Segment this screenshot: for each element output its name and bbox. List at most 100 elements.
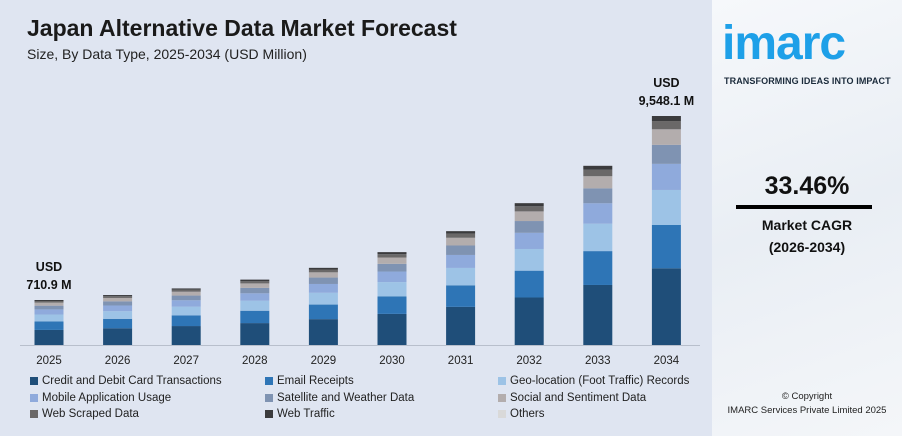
bar-segment-2025-5 [34,302,64,306]
x-tick-label: 2033 [585,355,611,367]
bar-segment-2026-5 [103,297,133,302]
bar-segment-2033-0 [583,284,613,345]
bar-segment-2026-6 [103,296,133,298]
bar-segment-2034-2 [651,189,681,226]
bar-segment-2031-5 [446,237,476,246]
bar-chart: 2025 2026 2027 2028 2029 2030 2031 2032 2033 2034… [20,76,700,367]
bar-segment-2032-1 [514,270,544,298]
bar-segment-2031-4 [446,245,476,255]
bar-segment-2025-6 [34,300,64,303]
bar-segment-2029-1 [308,304,338,320]
copyright-company: IMARC Services Private Limited 2025 [727,405,887,416]
bar-segment-2033-3 [583,203,613,224]
bar-segment-2029-0 [308,319,338,345]
legend-label: Credit and Debit Card Transactions [42,375,222,387]
chart-subtitle: Size, By Data Type, 2025-2034 (USD Milli… [27,46,307,62]
x-tick-label: 2032 [516,355,542,367]
legend-swatch [30,377,38,385]
bar-segment-2029-6 [308,269,338,273]
bar-segment-2034-7 [651,116,681,122]
divider [736,205,872,209]
copyright: © Copyright [781,391,833,402]
bar-segment-2031-2 [446,267,476,286]
bar-segment-2026-3 [103,305,133,312]
bar-segment-2026-4 [103,301,133,306]
info-panel: imarc TRANSFORMING IDEAS INTO IMPACT 33.… [712,0,902,436]
bar-segment-2026-1 [103,318,133,329]
legend-item: Credit and Debit Card Transactions [30,375,222,387]
bar-segment-2030-0 [377,313,407,345]
bar-segment-2030-4 [377,263,407,272]
bar-segment-2032-6 [514,206,544,212]
legend-swatch [498,410,506,418]
legend-label: Web Scraped Data [42,408,139,420]
legend-item: Mobile Application Usage [30,392,171,404]
tagline: TRANSFORMING IDEAS INTO IMPACT [724,76,891,86]
bar-segment-2032-0 [514,297,544,345]
bar-segment-2026-7 [103,295,133,297]
legend-item: Geo-location (Foot Traffic) Records [498,375,689,387]
cagr-period: (2026-2034) [768,239,846,255]
bar-segment-2033-2 [583,223,613,252]
legend-swatch [265,377,273,385]
bar-segment-2028-7 [240,279,270,282]
legend-item: Web Scraped Data [30,408,139,420]
cagr-label: Market CAGR [761,217,853,233]
bar-segment-2030-2 [377,282,407,297]
bar-segment-2033-6 [583,169,613,177]
chart-panel: Japan Alternative Data Market Forecast S… [0,0,712,436]
bar-segment-2028-5 [240,283,270,288]
legend-item: Email Receipts [265,375,354,387]
legend-swatch [265,393,273,402]
bar-segment-2028-3 [240,293,270,301]
x-tick-label: 2026 [105,355,131,367]
bar-segment-2027-6 [171,289,201,292]
legend-label: Others [510,408,545,420]
bar-segment-2034-6 [651,121,681,130]
bar-segment-2031-7 [446,231,476,234]
legend-swatch [30,410,38,418]
bar-segment-2028-4 [240,287,270,294]
bar-segment-2030-5 [377,257,407,264]
bar-segment-2029-2 [308,292,338,305]
imarc-logo: imarc [722,17,846,70]
data-label: USD [36,260,62,274]
bar-segment-2025-7 [34,300,64,301]
bar-segment-2028-0 [240,323,270,345]
bar-segment-2026-2 [103,311,133,319]
bar-segment-2034-1 [651,225,681,269]
bar-segment-2030-6 [377,254,407,258]
bar-segment-2029-3 [308,283,338,293]
bar-segment-2034-5 [651,129,681,145]
legend-item: Others [498,408,545,420]
legend-swatch [30,393,38,402]
bar-segment-2031-3 [446,254,476,268]
bar-segment-2034-4 [651,144,681,164]
legend-item: Social and Sentiment Data [498,392,646,404]
bar-segment-2027-1 [171,315,201,327]
legend-swatch [498,377,506,385]
legend-swatch [265,410,273,418]
bar-segment-2031-6 [446,233,476,238]
bar-segment-2033-7 [583,165,613,170]
data-label: USD [653,76,679,90]
chart-title: Japan Alternative Data Market Forecast [27,15,457,41]
bar-segment-2027-5 [171,291,201,296]
bar-segment-2033-1 [583,251,613,285]
bar-segment-2034-3 [651,163,681,190]
bar-segment-2031-1 [446,285,476,307]
bar-segment-2030-1 [377,296,407,314]
legend-item: Satellite and Weather Data [265,392,414,404]
bar-segment-2033-5 [583,176,613,189]
x-tick-label: 2025 [36,355,62,367]
bar-segment-2030-3 [377,271,407,283]
bar-segment-2027-2 [171,306,201,316]
x-tick-label: 2031 [448,355,474,367]
bar-segment-2033-4 [583,188,613,204]
bar-segment-2027-3 [171,300,201,307]
bar-segment-2034-0 [651,268,681,345]
data-label: 9,548.1 M [639,94,695,108]
bar-segment-2025-1 [34,321,64,330]
bar-segment-2029-4 [308,277,338,284]
bar-segment-2028-6 [240,281,270,284]
